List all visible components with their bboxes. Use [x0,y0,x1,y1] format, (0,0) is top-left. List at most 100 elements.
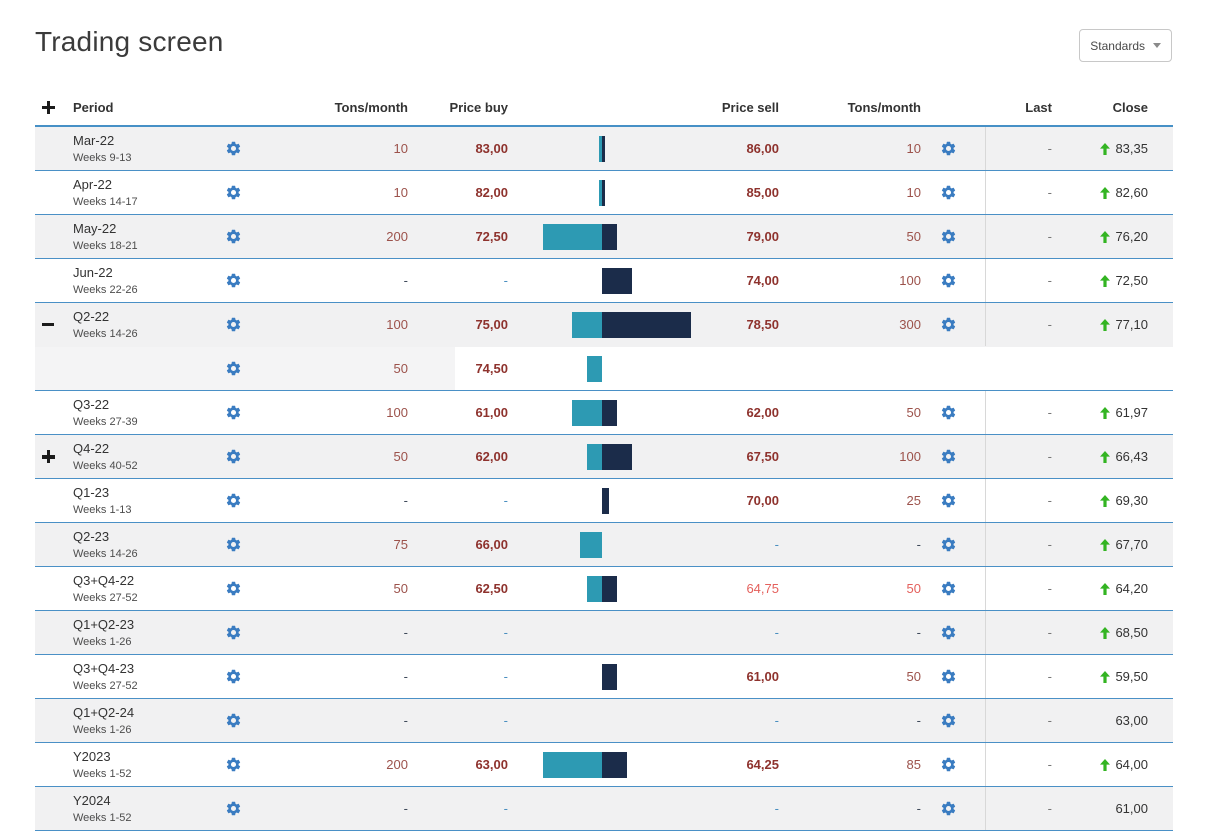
buy-settings-gear-icon[interactable] [213,655,253,698]
period-weeks: Weeks 40-52 [73,459,138,472]
sell-settings-gear-icon[interactable] [923,743,985,786]
sell-price: 85,00 [746,185,779,200]
sell-tons: 50 [906,669,921,684]
close-value: 72,50 [1065,259,1173,302]
buy-tons: - [403,801,408,816]
last-value: - [985,391,1065,434]
sell-tons: 50 [906,229,921,244]
buy-settings-gear-icon[interactable] [213,611,253,654]
buy-settings-gear-icon[interactable] [213,259,253,302]
volume-bar-cell [510,567,705,610]
child-order-row: 50 74,50 [35,347,1173,391]
buy-price: 62,00 [475,449,508,464]
sell-volume-bar [602,223,617,250]
buy-volume-bar [587,443,602,470]
buy-settings-gear-icon[interactable] [213,127,253,170]
sell-settings-gear-icon[interactable] [923,391,985,434]
sell-settings-gear-icon[interactable] [923,611,985,654]
sell-settings-gear-icon[interactable] [923,479,985,522]
sell-price: 74,00 [746,273,779,288]
period-cell: Q3+Q4-23 Weeks 27-52 [71,655,213,698]
buy-settings-gear-icon[interactable] [213,171,253,214]
row-toggle-cell [35,479,71,522]
volume-bar-cell [510,435,705,478]
close-number: 61,00 [1115,801,1148,816]
standards-dropdown[interactable]: Standards [1079,29,1172,62]
buy-settings-gear-icon[interactable] [213,523,253,566]
buy-tons: 10 [393,141,408,156]
period-weeks: Weeks 1-13 [73,503,132,516]
row-toggle-cell [35,787,71,830]
last-value: - [985,303,1065,346]
last-value: - [985,435,1065,478]
sell-settings-gear-icon[interactable] [923,303,985,346]
buy-volume-bar [543,751,602,778]
buy-settings-gear-icon[interactable] [213,479,253,522]
up-arrow-icon [1100,450,1111,463]
volume-bar-cell [510,479,705,522]
close-number: 66,43 [1115,449,1148,464]
sell-tons: - [916,801,921,816]
buy-volume-bar [587,355,602,382]
sell-tons [781,347,923,390]
sell-settings-gear-icon[interactable] [923,215,985,258]
sell-price: 70,00 [746,493,779,508]
buy-settings-gear-icon[interactable] [213,303,253,346]
buy-settings-gear-icon[interactable] [213,567,253,610]
sell-settings-gear-icon[interactable] [923,655,985,698]
expand-row-icon[interactable] [42,450,55,463]
period-label: Y2024 [73,792,111,808]
buy-settings-gear-icon[interactable] [213,787,253,830]
buy-price: - [503,493,508,508]
period-label: May-22 [73,220,117,236]
sell-settings-gear-icon[interactable] [923,435,985,478]
period-cell: Apr-22 Weeks 14-17 [71,171,213,214]
buy-price: 63,00 [475,757,508,772]
period-cell: Q1-23 Weeks 1-13 [71,479,213,522]
buy-price: 82,00 [475,185,508,200]
sell-settings-gear-icon[interactable] [923,171,985,214]
close-number: 68,50 [1115,625,1148,640]
close-number: 64,20 [1115,581,1148,596]
buy-settings-gear-icon[interactable] [213,347,253,390]
sell-settings-gear-icon[interactable] [923,699,985,742]
header-price-buy: Price buy [449,99,508,115]
period-weeks: Weeks 9-13 [73,151,132,164]
sell-price: 64,25 [746,757,779,772]
volume-bar-cell [510,611,705,654]
buy-settings-gear-icon[interactable] [213,743,253,786]
last-value: - [985,171,1065,214]
last-value: - [985,699,1065,742]
sell-settings-gear-icon[interactable] [923,567,985,610]
buy-settings-gear-icon[interactable] [213,699,253,742]
buy-tons: 200 [386,757,408,772]
close-value: 82,60 [1065,171,1173,214]
up-arrow-icon [1100,582,1111,595]
period-label: Q2-22 [73,308,110,324]
header-price-sell: Price sell [721,99,779,115]
sell-price: 64,75 [746,581,779,596]
buy-settings-gear-icon[interactable] [213,391,253,434]
sell-price: 86,00 [746,141,779,156]
table-row: Q1-23 Weeks 1-13 - - 70,00 25 - 69,30 [35,479,1173,523]
up-arrow-icon [1100,142,1111,155]
period-weeks: Weeks 22-26 [73,283,138,296]
expand-all-icon[interactable] [42,100,55,114]
buy-settings-gear-icon[interactable] [213,215,253,258]
last-value: - [985,567,1065,610]
sell-tons: 25 [906,493,921,508]
period-weeks: Weeks 27-52 [73,591,138,604]
sell-price: - [774,713,779,728]
sell-settings-gear-icon[interactable] [923,127,985,170]
volume-bar-cell [510,743,705,786]
collapse-row-icon[interactable] [42,322,54,327]
period-weeks: Weeks 14-26 [73,327,138,340]
close-value: 61,97 [1065,391,1173,434]
table-body: Mar-22 Weeks 9-13 10 83,00 86,00 10 - 83,35 Apr-… [35,127,1173,831]
buy-settings-gear-icon[interactable] [213,435,253,478]
sell-settings-gear-icon[interactable] [923,259,985,302]
sell-settings-gear-icon[interactable] [923,787,985,830]
sell-settings-gear-icon[interactable] [923,523,985,566]
table-row: Q1+Q2-24 Weeks 1-26 - - - - - 63,00 [35,699,1173,743]
row-toggle-cell [35,215,71,258]
